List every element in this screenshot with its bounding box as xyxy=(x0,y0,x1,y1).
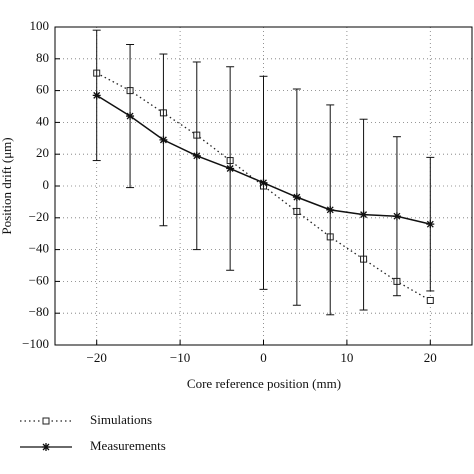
x-tick-label: −20 xyxy=(87,350,107,365)
y-tick-label: −60 xyxy=(29,272,49,287)
x-tick-label: 0 xyxy=(260,350,267,365)
y-tick-label: −80 xyxy=(29,304,49,319)
marker xyxy=(359,210,368,219)
marker xyxy=(226,164,235,173)
marker xyxy=(392,212,401,221)
marker xyxy=(42,443,50,451)
marker xyxy=(92,91,101,100)
legend-label: Measurements xyxy=(90,438,166,453)
y-tick-label: 20 xyxy=(36,145,49,160)
x-tick-label: −10 xyxy=(170,350,190,365)
y-tick-label: 60 xyxy=(36,82,49,97)
y-tick-label: 100 xyxy=(30,18,50,33)
y-tick-label: −20 xyxy=(29,209,49,224)
x-tick-label: 10 xyxy=(340,350,353,365)
x-tick-label: 20 xyxy=(424,350,437,365)
marker xyxy=(426,220,435,229)
y-tick-label: 40 xyxy=(36,113,49,128)
y-axis-label: Position drift (μm) xyxy=(0,137,14,234)
marker xyxy=(326,205,335,214)
marker xyxy=(159,135,168,144)
marker xyxy=(192,151,201,160)
y-tick-label: −40 xyxy=(29,241,49,256)
marker xyxy=(126,112,135,121)
marker xyxy=(292,193,301,202)
marker xyxy=(426,296,434,304)
y-tick-label: 0 xyxy=(43,177,50,192)
marker xyxy=(42,417,50,425)
y-tick-label: −100 xyxy=(22,336,49,351)
plot-frame xyxy=(54,26,473,346)
marker xyxy=(259,178,268,187)
series-line xyxy=(96,72,431,302)
y-tick-label: 80 xyxy=(36,50,49,65)
x-axis-label: Core reference position (mm) xyxy=(187,376,341,391)
legend-label: Simulations xyxy=(90,412,152,427)
